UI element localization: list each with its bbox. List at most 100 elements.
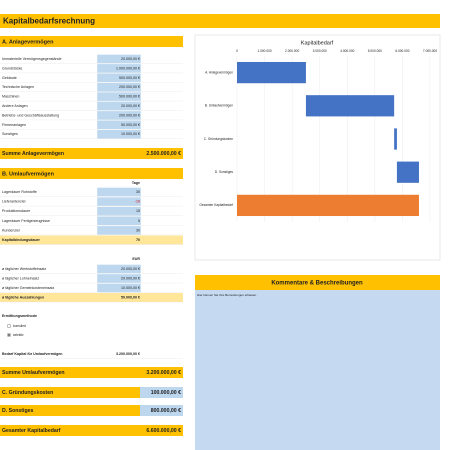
row-label: ø tägliche Auszahlungen xyxy=(2,295,44,299)
radio-label: selektiv xyxy=(13,333,24,337)
row-label: Lieferantenziel xyxy=(2,200,26,204)
section-header xyxy=(0,168,183,179)
x-tick-label: 3.000.000 xyxy=(313,49,327,53)
y-tick-label: C. Gründungskosten xyxy=(204,137,233,141)
comments-text: Hier können Sie Ihre Bemerkungen erfasse… xyxy=(197,293,257,297)
row-label: Andere Anlagen xyxy=(2,104,28,108)
total-label: Summe Umlaufvermögen xyxy=(2,370,65,376)
row-highlight xyxy=(0,293,183,302)
row-label: Bedarf Kapital für Umlaufvermögen xyxy=(2,352,63,356)
x-tick-label: 7.000.000 xyxy=(423,49,437,53)
row-value: 500.000,00 € xyxy=(119,95,140,99)
total-label: C. Gründungskosten xyxy=(2,390,53,396)
total-value: 2.500.000,00 € xyxy=(146,151,181,157)
comments-box xyxy=(195,290,440,450)
x-tick-label: 1.000.000 xyxy=(257,49,271,53)
input-cell xyxy=(96,187,142,197)
row-label: Kundenziel xyxy=(2,228,20,232)
y-tick-label: Gesamter Kapitalbedarf xyxy=(199,203,233,207)
comments-title: Kommentare & Beschreibungen xyxy=(271,281,363,287)
title-bar xyxy=(0,14,440,28)
row-label: Sonstiges xyxy=(2,132,18,136)
row-value: 30 xyxy=(136,190,140,194)
bar xyxy=(237,194,419,217)
radio-button[interactable] xyxy=(6,324,11,329)
row-value: 10.000,00 € xyxy=(121,286,140,290)
row-value: 70 xyxy=(136,238,140,242)
row-value: 10.000,00 € xyxy=(121,132,140,136)
total-row xyxy=(0,148,183,159)
total-row xyxy=(0,405,183,416)
bar xyxy=(237,61,306,84)
x-tick-label: 4.000.000 xyxy=(340,49,354,53)
bar xyxy=(396,161,419,183)
y-tick-label: B. Umlaufvermögen xyxy=(205,104,233,108)
row-label: Kapitalbindungsdauer xyxy=(2,238,41,242)
total-value-cell xyxy=(140,405,183,416)
chart-title: Kapitalbedarf xyxy=(301,40,334,46)
row-value: 200.000,00 € xyxy=(119,113,140,117)
y-tick-label: D. Sonstiges xyxy=(215,170,233,174)
row-label: Lagerdauer Rohstoffe xyxy=(2,190,37,194)
section-title: B. Umlaufvermögen xyxy=(2,171,55,177)
total-value: 100.000,00 € xyxy=(151,390,181,396)
row-highlight xyxy=(0,235,183,245)
radio-selected xyxy=(8,334,10,336)
row-value: 50.000,00 € xyxy=(121,123,140,127)
row-value: 1.000.000,00 € xyxy=(116,66,140,70)
total-value-cell xyxy=(140,387,183,398)
row-label: Grundstücke xyxy=(2,66,22,70)
input-cell xyxy=(96,206,142,216)
input-cell xyxy=(96,216,142,226)
total-value: 3.200.000,00 € xyxy=(146,370,181,376)
total-row xyxy=(0,425,183,436)
bar xyxy=(305,95,395,117)
x-tick-label: 6.000.000 xyxy=(395,49,409,53)
method-label: Ermittlungsmethode xyxy=(2,314,37,318)
section-header xyxy=(0,36,183,47)
row-label: Betriebs- und Geschäftsausstattung xyxy=(2,113,59,117)
row-value: 20.000,00 € xyxy=(121,104,140,108)
y-tick-label: A. Anlagevermögen xyxy=(205,70,233,74)
row-value: 200.000,00 € xyxy=(119,85,140,89)
row-label: Firmenanlagen xyxy=(2,123,26,127)
section-title: A. Anlagevermögen xyxy=(2,39,54,45)
row-value: 5 xyxy=(138,219,140,223)
row-value: 20.000,00 € xyxy=(121,57,140,61)
row-value: 30 xyxy=(136,228,140,232)
row-label: ø täglicher Lohneinsatz xyxy=(2,276,39,280)
column-header: EUR xyxy=(132,257,140,261)
x-tick-label: 0 xyxy=(236,49,238,53)
row-value: 500.000,00 € xyxy=(119,76,140,80)
sheet-title: Kapitalbedarfsrechnung xyxy=(3,17,95,26)
total-label: Summe Anlagevermögen xyxy=(2,151,64,157)
row-label: Lagerdauer Fertigerzeugnisse xyxy=(2,219,50,223)
row-value: 20.000,00 € xyxy=(121,267,140,271)
row-label: ø täglicher Gemeinkosteneinsatz xyxy=(2,286,55,290)
row-value: -10 xyxy=(135,200,140,204)
row-label: Gebäude xyxy=(2,76,17,80)
row-label: Immaterielle Vermögensgegenstände xyxy=(2,57,62,61)
row-value: 20.000,00 € xyxy=(121,276,140,280)
x-tick-label: 2.000.000 xyxy=(285,49,299,53)
row-label: Technische Anlagen xyxy=(2,85,34,89)
total-label: Gesamter Kapitalbedarf xyxy=(2,428,61,434)
bar xyxy=(394,128,397,150)
x-tick-label: 5.000.000 xyxy=(368,49,382,53)
chart-frame xyxy=(194,34,441,261)
total-value: 6.600.000,00 € xyxy=(146,428,181,434)
row-value: 50.000,00 € xyxy=(121,295,140,299)
row-label: Maschinen xyxy=(2,95,19,99)
total-value: 800.000,00 € xyxy=(151,408,181,414)
total-row xyxy=(0,367,183,378)
row-label: ø täglicher Werkstoffeinsatz xyxy=(2,267,46,271)
total-label: D. Sonstiges xyxy=(2,408,34,414)
radio-label: kumuliert xyxy=(13,324,26,328)
total-row xyxy=(0,387,183,398)
input-cell xyxy=(96,225,142,236)
row-label: Produktionsdauer xyxy=(2,209,31,213)
row-value: 3.200.000,00 € xyxy=(116,352,140,356)
column-header: Tage xyxy=(132,181,140,185)
comments-header xyxy=(195,275,440,290)
